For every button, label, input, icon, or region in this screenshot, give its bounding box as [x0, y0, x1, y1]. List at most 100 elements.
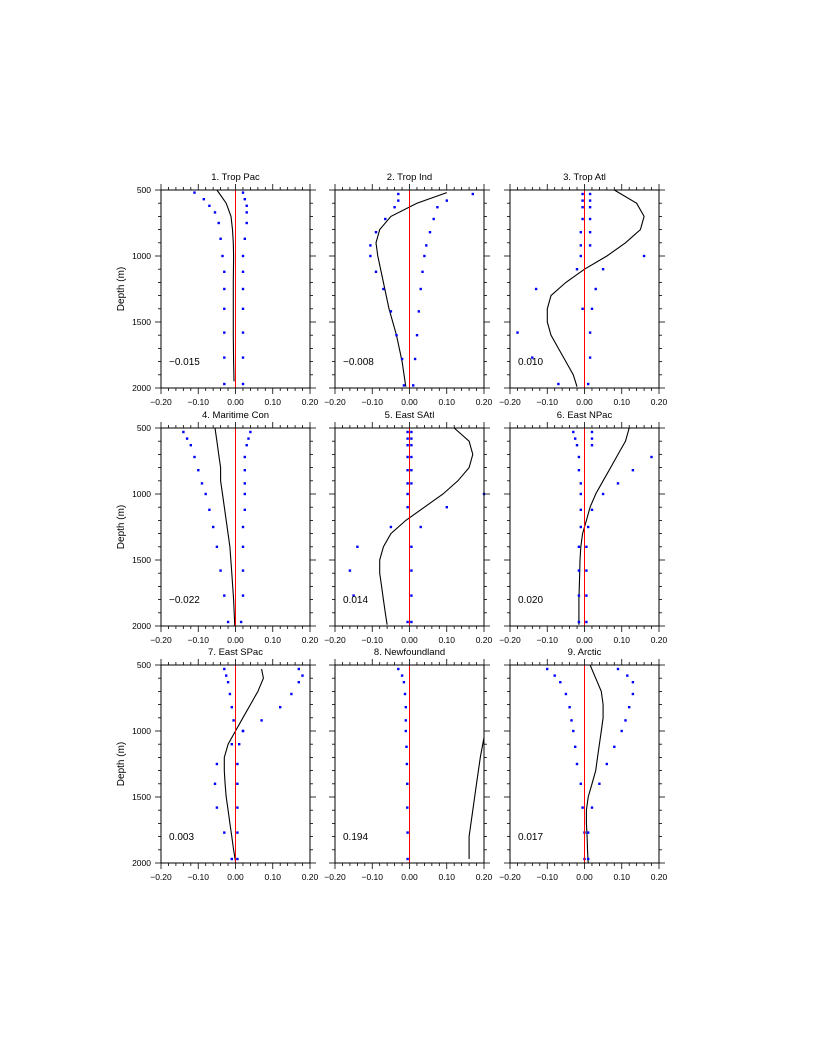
uncertainty-point	[410, 569, 413, 572]
uncertainty-point	[594, 287, 597, 291]
uncertainty-point	[241, 569, 245, 572]
uncertainty-point	[410, 444, 413, 447]
mean-profile-line	[585, 664, 604, 864]
uncertainty-point	[260, 719, 263, 722]
uncertainty-point	[223, 331, 226, 334]
mean-profile-line	[216, 189, 235, 382]
chart-panel-4: −0.20 −0.10 0.00 0.10 0.20 500 1000 1500 2000 Dep…	[116, 410, 319, 645]
uncertainty-point	[410, 430, 413, 434]
mean-profile-line	[375, 192, 447, 387]
uncertainty-point	[213, 211, 217, 214]
uncertainty-point	[403, 692, 407, 696]
uncertainty-point	[241, 382, 245, 386]
uncertainty-point	[588, 217, 592, 221]
uncertainty-point	[348, 569, 352, 572]
uncertainty-point	[236, 762, 239, 766]
uncertainty-point	[395, 334, 398, 337]
mean-profile-line	[578, 427, 630, 625]
y-tick-label: 1000	[132, 726, 151, 736]
x-tick-label: 0.00	[576, 635, 593, 645]
uncertainty-point	[410, 545, 413, 548]
x-tick-label: 0.10	[264, 872, 281, 882]
mean-profile-line	[546, 189, 645, 387]
uncertainty-point	[245, 444, 248, 447]
uncertainty-point	[223, 287, 226, 291]
uncertainty-point	[241, 729, 245, 733]
uncertainty-point	[605, 762, 608, 766]
uncertainty-point	[575, 762, 579, 766]
uncertainty-point	[631, 681, 635, 684]
uncertainty-point	[243, 482, 246, 485]
x-tick-label: −0.20	[150, 635, 172, 645]
uncertainty-point	[243, 455, 246, 459]
uncertainty-point	[585, 569, 588, 572]
x-tick-label: 0.20	[476, 872, 493, 882]
x-tick-label: −0.10	[187, 397, 209, 407]
x-tick-label: −0.10	[361, 872, 383, 882]
uncertainty-point	[241, 254, 245, 258]
uncertainty-point	[588, 331, 592, 334]
uncertainty-point	[241, 545, 245, 548]
x-tick-label: 0.00	[227, 872, 244, 882]
uncertainty-point	[585, 620, 588, 624]
uncertainty-point	[243, 469, 246, 472]
uncertainty-point	[577, 545, 581, 548]
uncertainty-point	[290, 692, 293, 696]
uncertainty-point	[232, 719, 235, 722]
uncertainty-point	[404, 706, 407, 709]
uncertainty-point	[588, 244, 592, 247]
mean-profile-line	[223, 668, 264, 862]
uncertainty-point	[241, 287, 245, 291]
panel-value-label: 0.020	[518, 595, 543, 606]
panel-value-label: −0.008	[343, 357, 374, 368]
uncertainty-point	[546, 667, 549, 671]
x-tick-label: 0.10	[438, 872, 455, 882]
chart-panel-3: −0.20 −0.10 0.00 0.10 0.20 3. Trop Atl 0.010	[499, 172, 667, 407]
x-tick-label: 0.20	[302, 635, 319, 645]
uncertainty-point	[406, 437, 409, 440]
uncertainty-point	[588, 206, 592, 209]
x-tick-label: −0.10	[187, 635, 209, 645]
x-tick-label: 0.10	[438, 635, 455, 645]
uncertainty-point	[406, 430, 409, 434]
uncertainty-point	[406, 506, 409, 509]
uncertainty-point	[208, 204, 211, 207]
uncertainty-point	[585, 594, 588, 597]
uncertainty-point	[581, 307, 584, 310]
x-tick-label: 0.00	[227, 397, 244, 407]
uncertainty-point	[445, 506, 448, 509]
uncertainty-point	[577, 620, 581, 624]
uncertainty-point	[559, 681, 562, 684]
panel-value-label: 0.194	[343, 832, 368, 843]
uncertainty-point	[590, 437, 594, 440]
x-tick-label: 0.10	[613, 635, 630, 645]
uncertainty-point	[405, 745, 408, 748]
x-tick-label: 0.20	[302, 397, 319, 407]
uncertainty-point	[245, 221, 248, 225]
panel-value-label: 0.017	[518, 832, 543, 843]
chart-panel-2: −0.20 −0.10 0.00 0.10 0.20 2. Trop Ind −0.008	[324, 172, 492, 407]
uncertainty-point	[297, 681, 300, 684]
uncertainty-point	[587, 831, 590, 834]
uncertainty-point	[598, 782, 601, 785]
x-tick-label: −0.10	[536, 635, 558, 645]
y-tick-label: 500	[137, 423, 151, 433]
x-tick-label: 0.00	[401, 397, 418, 407]
uncertainty-point	[382, 287, 385, 291]
x-tick-label: 0.10	[613, 397, 630, 407]
uncertainty-point	[406, 782, 409, 785]
chart-panel-1: −0.20 −0.10 0.00 0.10 0.20 500 1000 1500 2000 Dep…	[116, 172, 319, 407]
x-tick-label: −0.20	[324, 635, 346, 645]
uncertainty-point	[397, 192, 400, 196]
uncertainty-point	[531, 356, 534, 359]
uncertainty-point	[581, 206, 584, 209]
x-tick-label: −0.10	[361, 635, 383, 645]
uncertainty-point	[587, 525, 590, 529]
uncertainty-point	[581, 217, 584, 221]
uncertainty-point	[572, 430, 575, 434]
uncertainty-point	[412, 384, 415, 387]
uncertainty-point	[223, 270, 226, 273]
uncertainty-point	[570, 719, 573, 722]
uncertainty-point	[369, 244, 372, 247]
